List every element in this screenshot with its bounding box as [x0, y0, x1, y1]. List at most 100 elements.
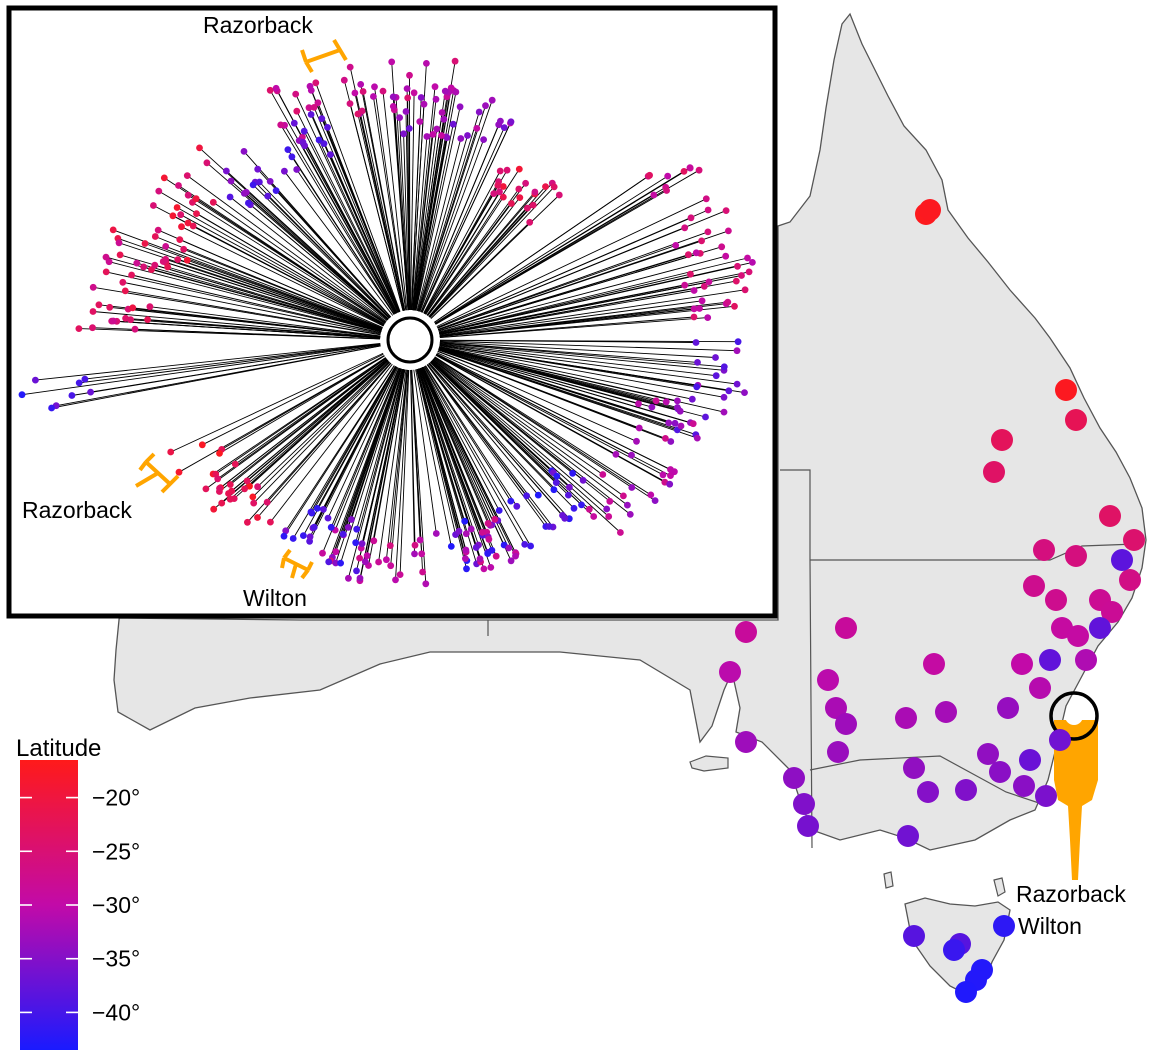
tree-branch — [438, 349, 696, 436]
tree-tip — [704, 228, 712, 236]
tree-tip — [480, 565, 488, 573]
tree-branch — [108, 261, 382, 333]
tree-branch — [426, 364, 547, 527]
tree-branch — [413, 92, 450, 311]
tree-tip — [225, 490, 232, 497]
tree-branch — [158, 229, 383, 328]
highlight-ring — [1049, 691, 1099, 741]
tree-tip — [722, 252, 730, 260]
site-dot — [1029, 677, 1051, 699]
tree-tip — [507, 118, 515, 126]
tree-branch — [438, 347, 653, 408]
tree-branch — [349, 67, 405, 311]
tree-tip — [356, 574, 364, 582]
tree-branch — [433, 357, 624, 497]
tree-branch — [230, 359, 388, 485]
tree-tip — [89, 324, 96, 332]
tree-tip — [704, 206, 712, 214]
tree-tip — [667, 438, 675, 445]
tree-tip — [129, 304, 137, 312]
tree-branch — [408, 128, 411, 311]
tree-tip — [635, 424, 643, 432]
tree-tip — [346, 100, 354, 107]
tree-tip — [243, 477, 251, 485]
tree-tip — [327, 523, 335, 531]
tree-tip — [406, 71, 413, 79]
tree-tip — [725, 227, 732, 235]
tree-tip — [353, 567, 360, 575]
tree-tip — [508, 200, 515, 207]
tree-branch — [21, 343, 381, 396]
tree-tip — [527, 542, 534, 550]
tree-tip — [267, 518, 274, 526]
tree-tip — [167, 448, 175, 456]
tree-tip — [674, 397, 681, 405]
site-dot — [1111, 549, 1133, 571]
tree-tip — [419, 568, 426, 576]
tree-tip — [690, 305, 698, 313]
tree-tip — [422, 580, 430, 588]
tree-tip — [507, 557, 515, 565]
tree-branch — [136, 262, 382, 332]
tree-branch — [316, 366, 397, 509]
tree-branch — [315, 82, 401, 312]
tree-tip — [482, 102, 489, 110]
site-dot — [1023, 575, 1045, 597]
tree-tip — [495, 507, 503, 514]
tree-branch — [425, 365, 518, 507]
tree-branch — [217, 357, 387, 480]
tree-branch — [418, 368, 479, 546]
tree-branch — [434, 174, 650, 323]
tree-tip — [277, 121, 285, 129]
tree-branch — [416, 369, 466, 559]
tree-tip — [318, 115, 326, 122]
tree-branch — [359, 369, 405, 579]
tree-branch — [436, 353, 675, 473]
tree-tip — [561, 514, 569, 522]
tree-branch — [427, 197, 521, 317]
tree-branch — [439, 339, 697, 343]
tree-branch — [235, 357, 387, 465]
legend-tick-label: −30° — [92, 892, 140, 918]
tree-tip — [189, 222, 197, 230]
tree-tip — [240, 148, 248, 155]
tree-tip — [457, 135, 465, 142]
tree-tip — [81, 375, 89, 383]
site-dot — [903, 757, 925, 779]
tree-tip — [115, 239, 123, 247]
tree-tip — [144, 316, 152, 323]
tree-tip — [241, 485, 249, 493]
tree-tip — [320, 506, 327, 513]
tree-tip — [550, 183, 558, 191]
tree-branch — [170, 352, 384, 453]
tree-tip — [418, 550, 426, 558]
tree-tip — [404, 94, 412, 102]
tree-branch — [424, 365, 512, 502]
tree-tip — [693, 383, 701, 391]
clade-bracket-left — [134, 452, 180, 494]
tree-tip — [456, 103, 464, 111]
tree-tip — [131, 325, 139, 333]
tree-branch — [106, 271, 381, 334]
tree-branch — [253, 361, 391, 504]
tree-branch — [257, 362, 392, 518]
tree-branch — [330, 368, 401, 561]
tree-tip — [687, 270, 694, 278]
highlight-ring-inner — [1065, 707, 1083, 725]
site-dot — [1013, 775, 1035, 797]
tree-tip — [646, 171, 653, 179]
tree-tip — [590, 513, 598, 520]
tree-tip — [389, 103, 397, 110]
tree-branch — [167, 266, 382, 332]
tree-branch — [131, 274, 382, 334]
tree-branch — [417, 111, 480, 312]
tree-tip — [579, 476, 587, 484]
tree-tip — [545, 523, 553, 530]
site-dot — [797, 815, 819, 837]
tree-branch — [429, 186, 555, 318]
tree-tip — [352, 539, 360, 547]
site-dot — [977, 743, 999, 765]
tree-branch — [434, 175, 668, 324]
tree-tip — [472, 544, 480, 551]
tree-branch — [439, 345, 725, 398]
